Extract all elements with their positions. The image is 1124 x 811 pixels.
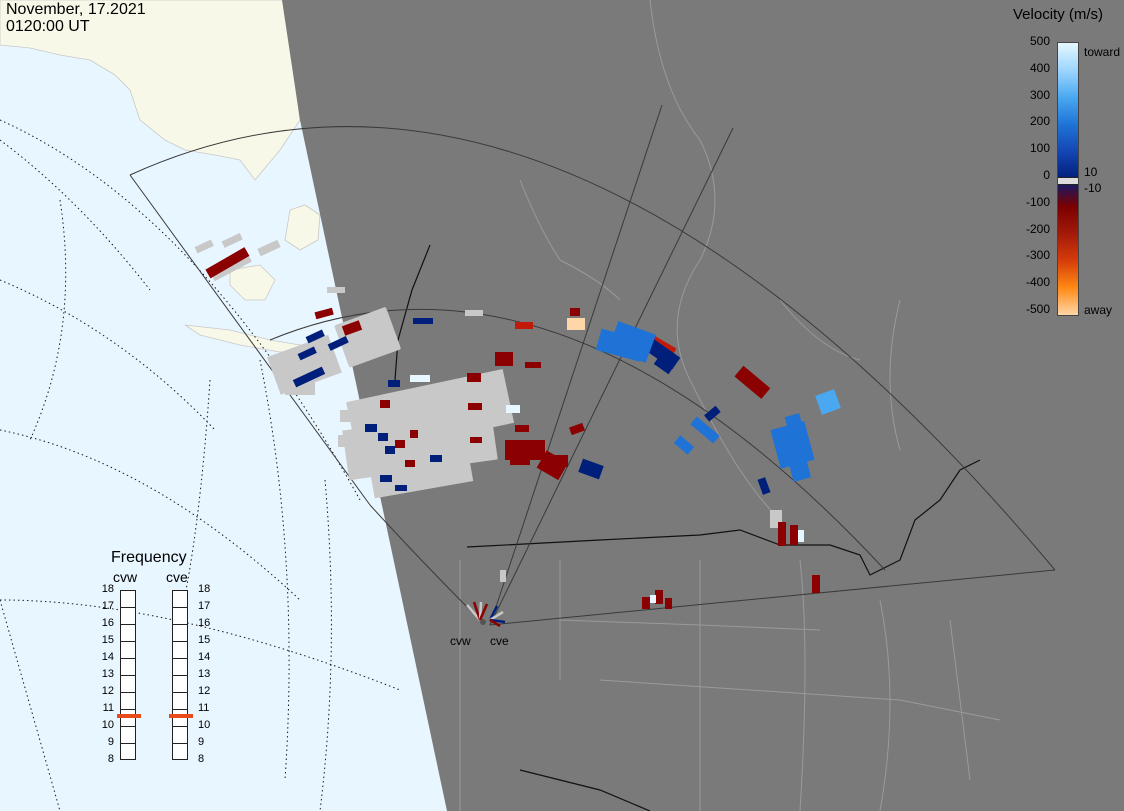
radar-fans: [466, 601, 506, 628]
frequency-scale-label-right: 18: [198, 583, 211, 595]
colorbar-neg-small-label: -10: [1084, 181, 1102, 195]
frequency-scale-label-left: 10: [101, 719, 114, 731]
velocity-far-away-cells: [567, 318, 585, 330]
velocity-colorbar: [1057, 42, 1079, 316]
colorbar-tick-label: 100: [1029, 141, 1050, 156]
velocity-high-cells: [410, 375, 804, 603]
frequency-scale-label-right: 10: [198, 719, 211, 731]
frequency-scale-label-left: 8: [107, 753, 114, 765]
velocity-strong-toward-cells: [595, 321, 841, 482]
frequency-gauge-gridline: [121, 726, 135, 727]
frequency-gauge-gridline: [121, 624, 135, 625]
frequency-scale-label-left: 12: [101, 685, 114, 697]
colorbar-tick-label: -500: [1025, 302, 1050, 316]
frequency-gauge-gridline: [173, 709, 187, 710]
colorbar-tick-label: -300: [1025, 248, 1050, 263]
colorbar-away-label: away: [1084, 303, 1113, 317]
national-borders: [394, 244, 981, 811]
colorbar-tick-label: 0: [1043, 168, 1050, 182]
colorbar-zero-band: [1058, 177, 1078, 185]
frequency-gauge-cvw: [120, 590, 136, 760]
daylight-island: [229, 264, 276, 301]
frequency-title: Frequency: [111, 549, 187, 566]
radar-label-cvw: cvw: [450, 634, 471, 648]
frequency-scale-label-right: 13: [198, 668, 211, 680]
colorbar-tick-label: 500: [1029, 34, 1050, 48]
coordinate-grid: [0, 119, 401, 811]
frequency-scale-label-right: 17: [198, 600, 211, 612]
frequency-gauge-gridline: [173, 692, 187, 693]
ground-scatter: [194, 233, 782, 582]
frequency-gauge-gridline: [173, 607, 187, 608]
colorbar-tick-label: -200: [1025, 221, 1050, 236]
frequency-scale-label-left: 9: [107, 736, 114, 748]
colorbar-tick-label: -100: [1025, 194, 1050, 209]
frequency-scale-label-right: 8: [198, 753, 205, 765]
frequency-radar-cve: cve: [166, 569, 188, 585]
geographic-borders: [459, 0, 1001, 811]
frequency-gauge-gridline: [173, 624, 187, 625]
frequency-gauge-gridline: [121, 607, 135, 608]
frequency-gauge-gridline: [121, 743, 135, 744]
frequency-gauge-gridline: [121, 675, 135, 676]
frequency-scale-label-right: 12: [198, 685, 211, 697]
colorbar-tick-label: -400: [1025, 275, 1050, 290]
time-label: 0120:00 UT: [6, 18, 90, 35]
frequency-scale-label-left: 14: [101, 651, 114, 663]
frequency-gauge-gridline: [173, 641, 187, 642]
frequency-scale-label-right: 16: [198, 617, 211, 629]
colorbar-tick-label: 400: [1029, 60, 1050, 75]
colorbar-tick-label: 200: [1029, 114, 1050, 129]
frequency-gauge-gridline: [121, 658, 135, 659]
frequency-scale-label-right: 9: [198, 736, 205, 748]
frequency-scale-label-right: 14: [198, 651, 211, 663]
frequency-marker-cvw: [117, 713, 141, 718]
colorbar-pos-small-label: 10: [1084, 165, 1098, 179]
radar-label-cve: cve: [490, 634, 509, 648]
frequency-scale-label-left: 13: [101, 668, 114, 680]
frequency-gauge-gridline: [173, 743, 187, 744]
colorbar-title: Velocity (m/s): [1013, 6, 1104, 23]
frequency-gauge-gridline: [173, 658, 187, 659]
frequency-marker-cve: [169, 713, 193, 718]
frequency-gauge-gridline: [173, 726, 187, 727]
radar-site-marker: [480, 619, 486, 625]
frequency-scale-label-right: 15: [198, 634, 211, 646]
frequency-scale-label-right: 11: [198, 702, 210, 714]
colorbar-tick-label: 300: [1029, 87, 1050, 102]
date-label: November, 17.2021: [6, 1, 146, 18]
radar-fov: [129, 104, 1056, 626]
frequency-gauge-gridline: [173, 675, 187, 676]
frequency-scale-label-left: 11: [102, 702, 114, 714]
daylight-land: [0, 0, 301, 181]
colorbar-toward-label: toward: [1084, 45, 1121, 59]
frequency-scale-label-left: 17: [101, 600, 114, 612]
velocity-away-cells: [205, 247, 820, 609]
frequency-scale-label-left: 15: [101, 634, 114, 646]
frequency-gauge-gridline: [121, 709, 135, 710]
frequency-gauge-cve: [172, 590, 188, 760]
frequency-scale-label-left: 18: [101, 583, 114, 595]
daylight-land-coast: [284, 204, 321, 251]
frequency-gauge-gridline: [121, 641, 135, 642]
frequency-gauge-gridline: [121, 692, 135, 693]
frequency-scale-label-left: 16: [101, 617, 114, 629]
frequency-radar-cvw: cvw: [113, 569, 138, 585]
